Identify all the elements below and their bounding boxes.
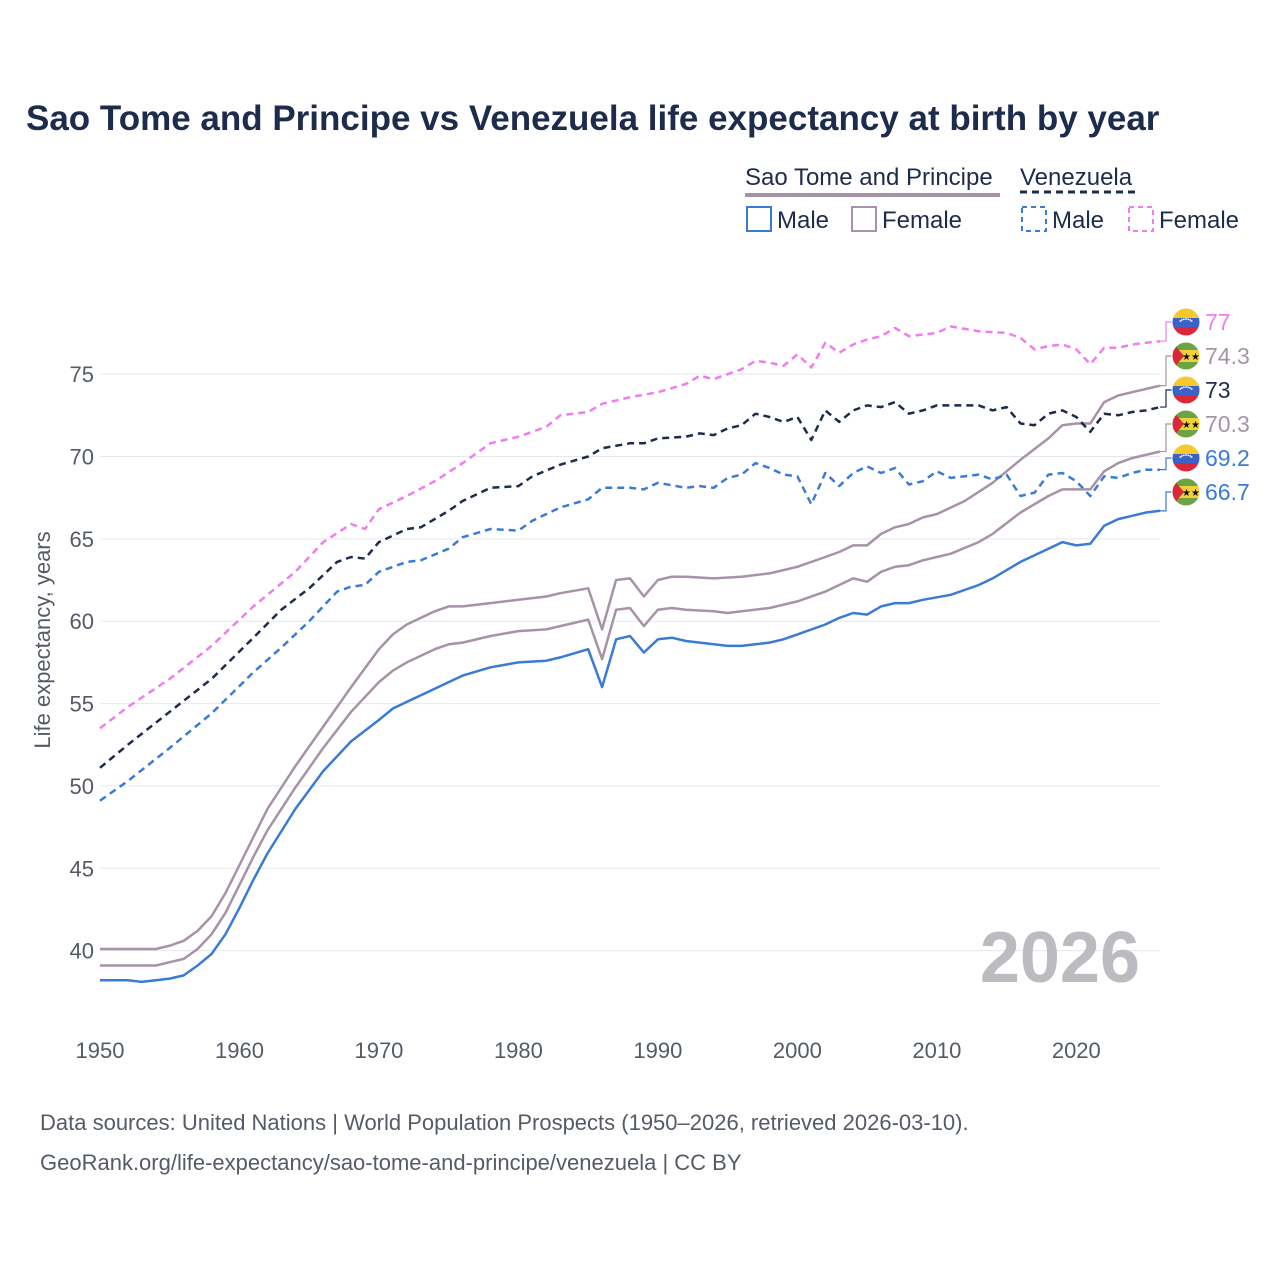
venezuela-flag-icon xyxy=(1171,443,1201,473)
series-line-sao-tome-and-principe-male xyxy=(100,509,1161,984)
y-tick-label: 65 xyxy=(70,527,94,552)
venezuela-flag-icon xyxy=(1171,307,1201,337)
grid xyxy=(100,373,1160,952)
end-label-venezuela-female: 77 xyxy=(1205,309,1231,335)
series-line-venezuela-total xyxy=(99,400,1161,769)
legend-swatch-ven-female xyxy=(1128,206,1154,232)
series-line-sao-tome-and-principe-total xyxy=(100,450,1161,967)
y-tick-label: 55 xyxy=(70,692,94,717)
series-line-venezuela-female xyxy=(99,325,1161,730)
legend-label-ven-female: Female xyxy=(1159,207,1239,234)
legend-label-ven-male: Male xyxy=(1052,207,1104,234)
legend-label-stp-male: Male xyxy=(777,207,829,234)
end-connector-sao-tome-and-principe-female xyxy=(1160,355,1172,387)
y-tick-label: 40 xyxy=(70,939,94,964)
sao-tome-flag-icon: ★★ xyxy=(1171,341,1201,371)
y-tick-label: 75 xyxy=(70,362,94,387)
legend-group-sao-tome: Sao Tome and Principe xyxy=(745,164,993,191)
x-tick-label: 1950 xyxy=(76,1038,125,1063)
x-tick-label: 2020 xyxy=(1052,1038,1101,1063)
series-lines xyxy=(99,325,1161,984)
x-tick-label: 2010 xyxy=(912,1038,961,1063)
legend-swatch-ven-male xyxy=(1021,206,1047,232)
sao-tome-flag-icon: ★★ xyxy=(1171,409,1201,439)
y-tick-label: 60 xyxy=(70,609,94,634)
svg-text:★★: ★★ xyxy=(1182,488,1200,499)
source-line-2: GeoRank.org/life-expectancy/sao-tome-and… xyxy=(40,1150,742,1175)
venezuela-flag-icon xyxy=(1171,375,1201,405)
end-connector-venezuela-male xyxy=(1160,457,1172,471)
sao-tome-flag-icon: ★★ xyxy=(1171,477,1201,507)
end-label-sao-tome-and-principe-female: 74.3 xyxy=(1205,343,1250,369)
legend-swatch-stp-male xyxy=(746,206,772,232)
end-label-sao-tome-and-principe-male: 66.7 xyxy=(1205,479,1250,505)
end-connector-venezuela-female xyxy=(1160,321,1172,342)
legend-label-stp-female: Female xyxy=(882,207,962,234)
x-tick-label: 2000 xyxy=(773,1038,822,1063)
end-label-sao-tome-and-principe-total: 70.3 xyxy=(1205,411,1250,437)
y-tick-label: 50 xyxy=(70,774,94,799)
svg-text:★★: ★★ xyxy=(1182,352,1200,363)
end-label-venezuela-male: 69.2 xyxy=(1205,445,1250,471)
x-axis-ticks: 1950 1960 1970 1980 1990 2000 2010 2020 xyxy=(76,1038,1101,1063)
legend: Sao Tome and Principe Venezuela Male Fem… xyxy=(745,164,1239,234)
x-tick-label: 1960 xyxy=(215,1038,264,1063)
x-tick-label: 1990 xyxy=(633,1038,682,1063)
end-labels: 77 ★★ 74.3 69.2 73 ★★ 70.3 ★★ 66.7 xyxy=(1160,307,1250,512)
y-axis-ticks: 40 45 50 55 60 65 70 75 xyxy=(70,362,94,964)
year-watermark: 2026 xyxy=(980,918,1140,998)
chart-title: Sao Tome and Principe vs Venezuela life … xyxy=(26,99,1160,138)
y-axis-label: Life expectancy, years xyxy=(30,531,55,748)
x-tick-label: 1970 xyxy=(354,1038,403,1063)
source-line-1: Data sources: United Nations | World Pop… xyxy=(40,1110,969,1135)
y-tick-label: 45 xyxy=(70,856,94,881)
series-line-sao-tome-and-principe-female xyxy=(100,384,1161,951)
end-connector-venezuela-total xyxy=(1160,389,1172,408)
end-connector-sao-tome-and-principe-male xyxy=(1160,491,1172,512)
x-tick-label: 1980 xyxy=(494,1038,543,1063)
end-connector-sao-tome-and-principe-total xyxy=(1160,423,1172,453)
series-line-venezuela-male xyxy=(99,461,1160,802)
y-tick-label: 70 xyxy=(70,444,94,469)
svg-text:★★: ★★ xyxy=(1182,420,1200,431)
legend-group-venezuela: Venezuela xyxy=(1020,164,1133,191)
legend-swatch-stp-female xyxy=(851,206,877,232)
end-label-venezuela-total: 73 xyxy=(1205,377,1231,403)
